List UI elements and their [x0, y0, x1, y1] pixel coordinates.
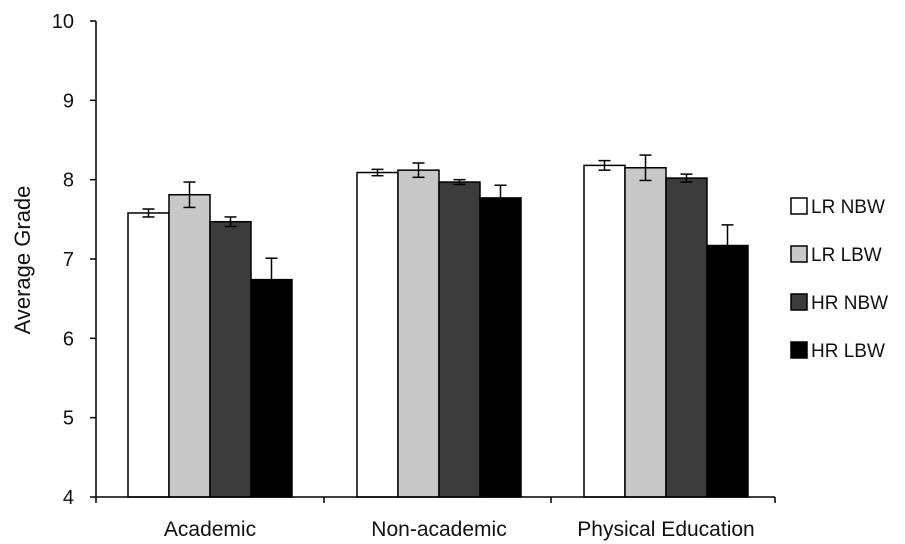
bar-hr-lbw	[479, 197, 522, 498]
bar-hr-nbw	[209, 220, 252, 498]
legend-label: HR LBW	[811, 341, 885, 362]
x-category-label: Academic	[164, 518, 256, 541]
x-category-label: Non-academic	[371, 518, 506, 541]
y-tick-label: 10	[52, 11, 74, 33]
legend-label: LR LBW	[811, 245, 882, 266]
y-axis-ticks: 4 5 6 7 8 9 10	[52, 11, 96, 509]
bar-hr-lbw	[706, 244, 749, 498]
axes	[95, 21, 776, 503]
bars-group	[127, 164, 749, 498]
y-axis-title: Average Grade	[10, 186, 35, 335]
bar-hr-nbw	[665, 177, 708, 498]
y-tick-label: 7	[63, 249, 74, 271]
y-tick-label: 5	[63, 408, 74, 430]
x-category-label: Physical Education	[577, 518, 754, 541]
legend-swatch	[790, 197, 808, 215]
bar-hr-lbw	[250, 278, 293, 498]
error-bars-group	[142, 154, 734, 302]
y-tick-label: 9	[63, 90, 74, 112]
legend: LR NBW LR LBW HR NBW HR LBW	[790, 197, 888, 362]
legend-label: LR NBW	[811, 197, 885, 218]
legend-swatch	[790, 293, 808, 311]
category-labels: Academic Non-academic Physical Education	[164, 518, 755, 541]
y-tick-label: 4	[63, 487, 74, 509]
y-tick-label: 6	[63, 328, 74, 350]
bar-lr-nbw	[583, 164, 626, 498]
bar-lr-nbw	[127, 212, 170, 498]
y-tick-label: 8	[63, 170, 74, 192]
legend-swatch	[790, 341, 808, 359]
bar-hr-nbw	[438, 181, 481, 498]
bar-lr-lbw	[624, 167, 667, 498]
legend-label: HR NBW	[811, 293, 888, 314]
legend-swatch	[790, 245, 808, 263]
bar-lr-lbw	[168, 193, 211, 498]
bar-lr-lbw	[397, 169, 440, 498]
bar-lr-nbw	[356, 171, 399, 498]
